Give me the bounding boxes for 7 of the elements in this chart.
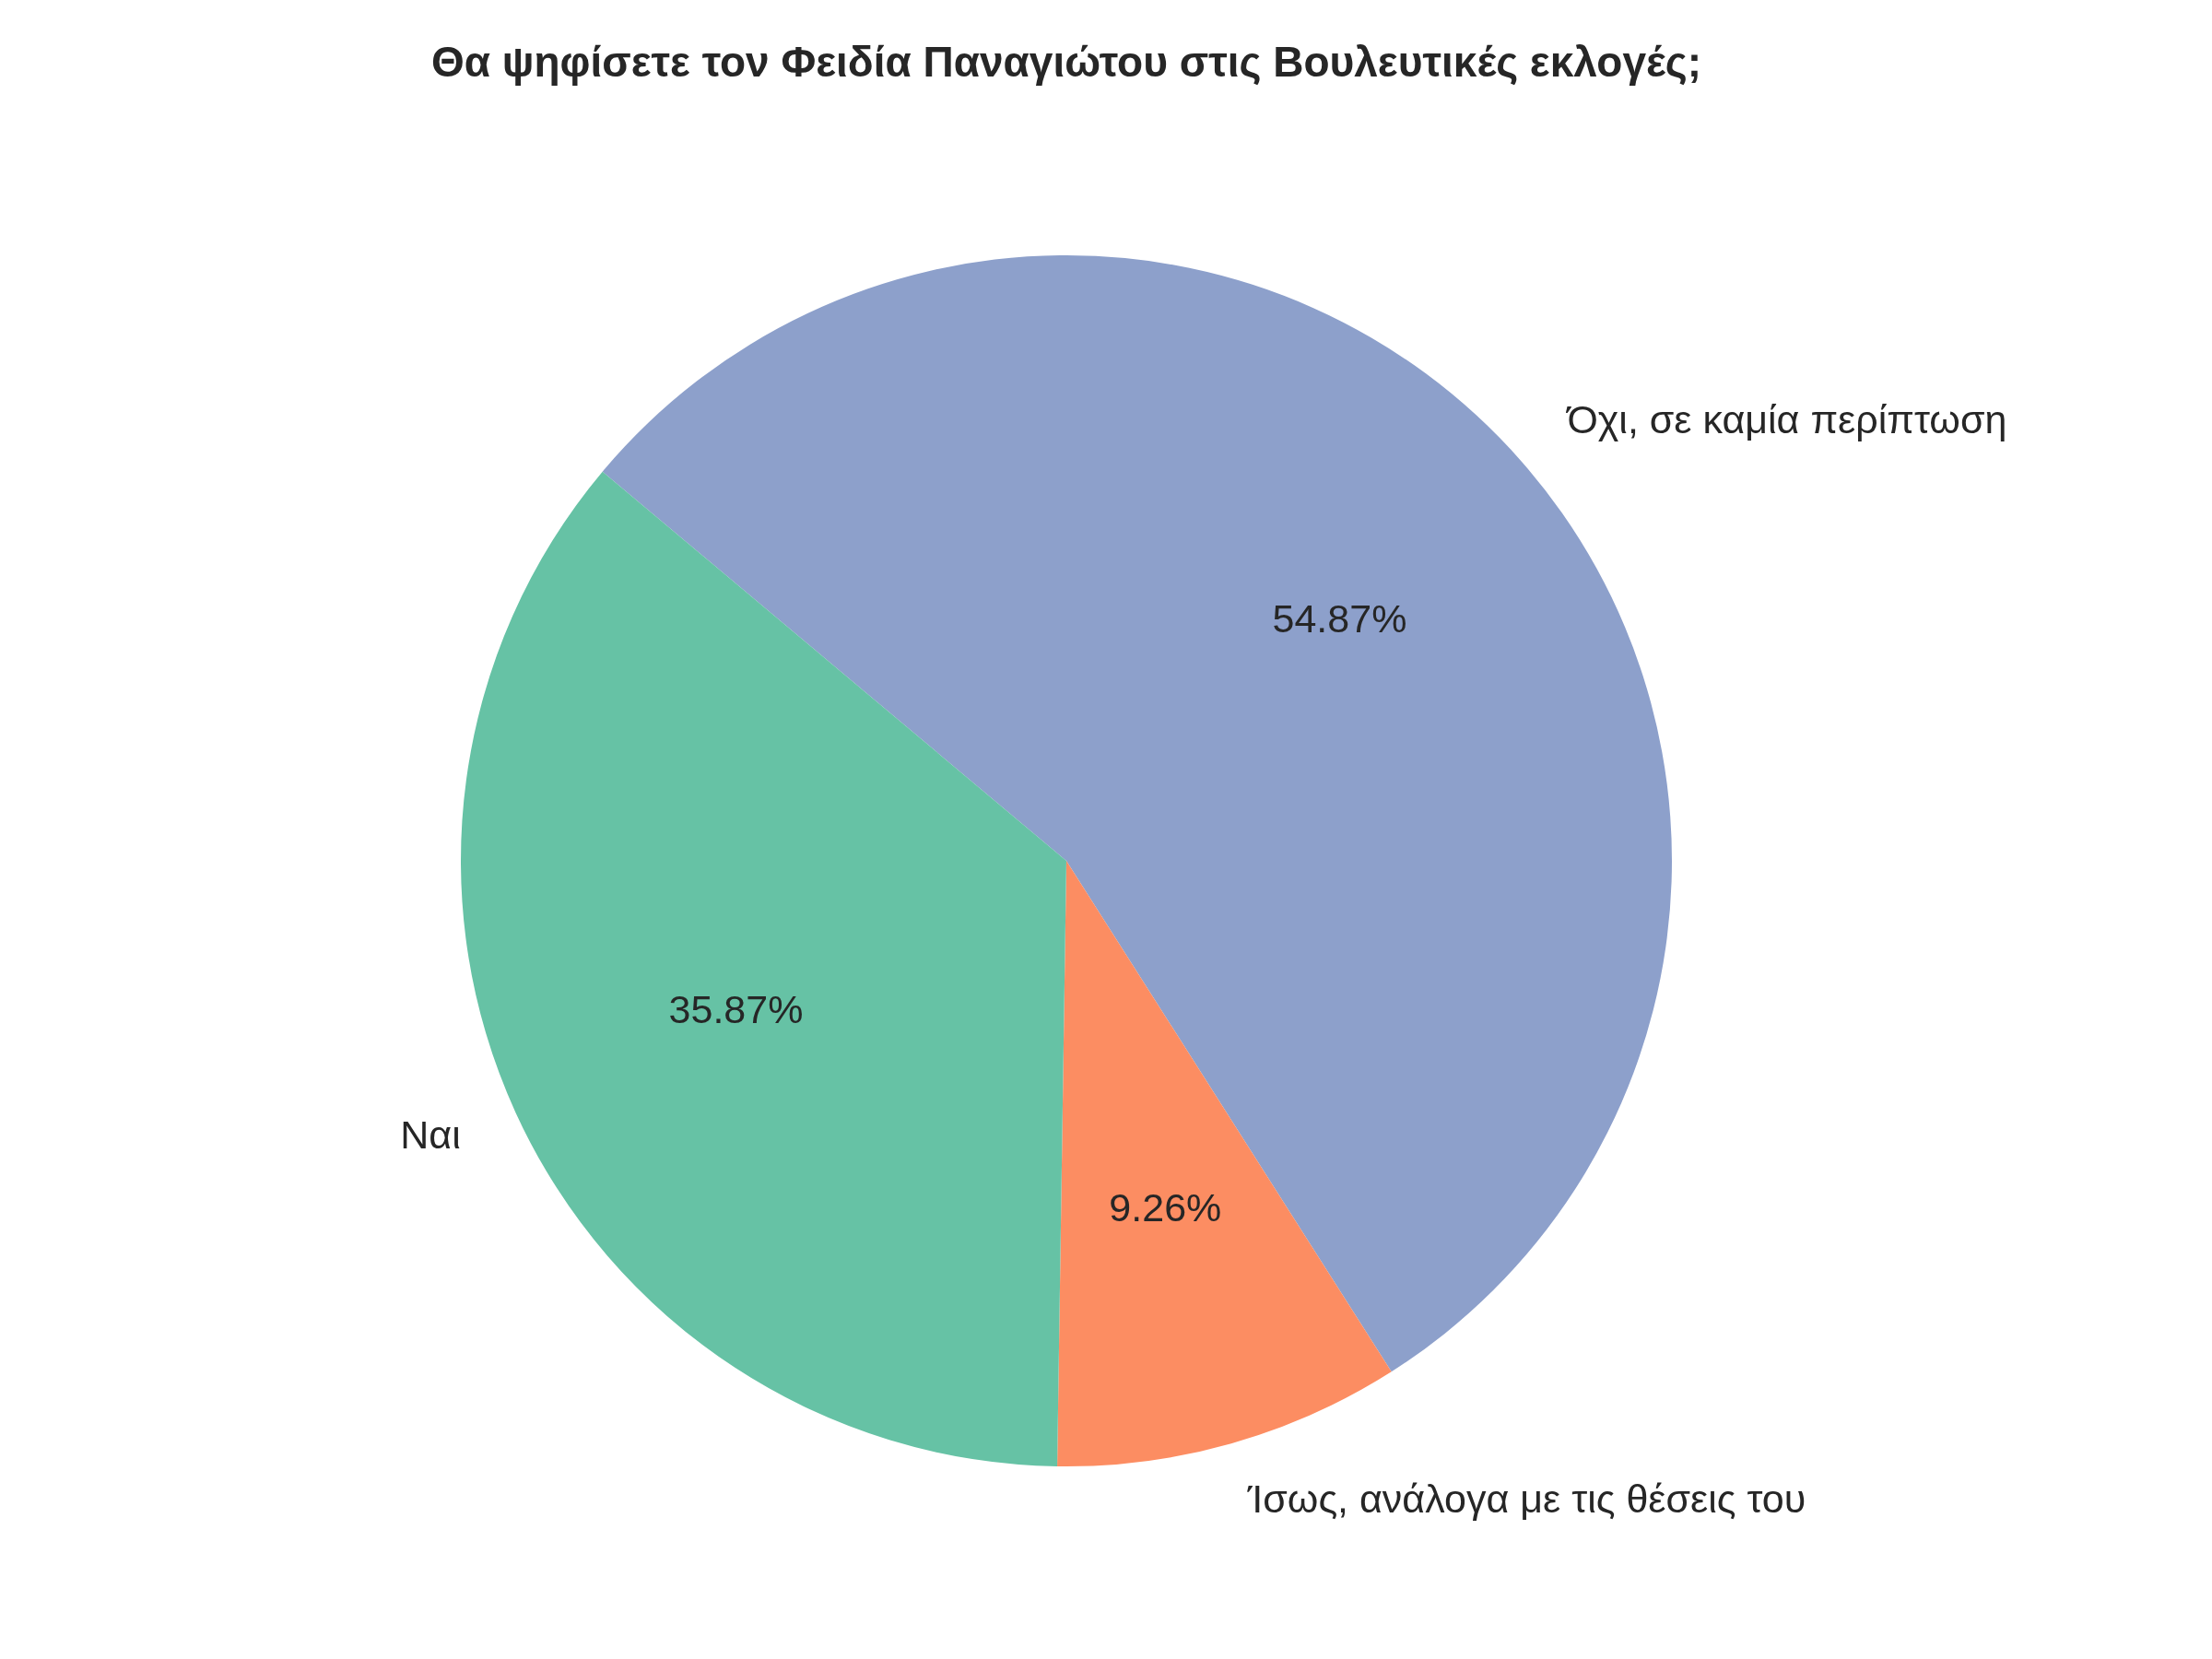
data-label: 35.87% (668, 986, 804, 1031)
slice-label: Όχι, σε καμία περίπτωση (1565, 396, 2007, 441)
data-label: 54.87% (1272, 596, 1407, 641)
slice-label: Ναι (400, 1112, 461, 1158)
chart-title: Θα ψηφίσετε τον Φειδία Παναγιώτου στις Βουλευτικές εκλογές; (430, 37, 1702, 86)
slice-label: Ίσως, ανάλογα με τις θέσεις του (1246, 1477, 1806, 1522)
data-label: 9.26% (1109, 1185, 1222, 1230)
